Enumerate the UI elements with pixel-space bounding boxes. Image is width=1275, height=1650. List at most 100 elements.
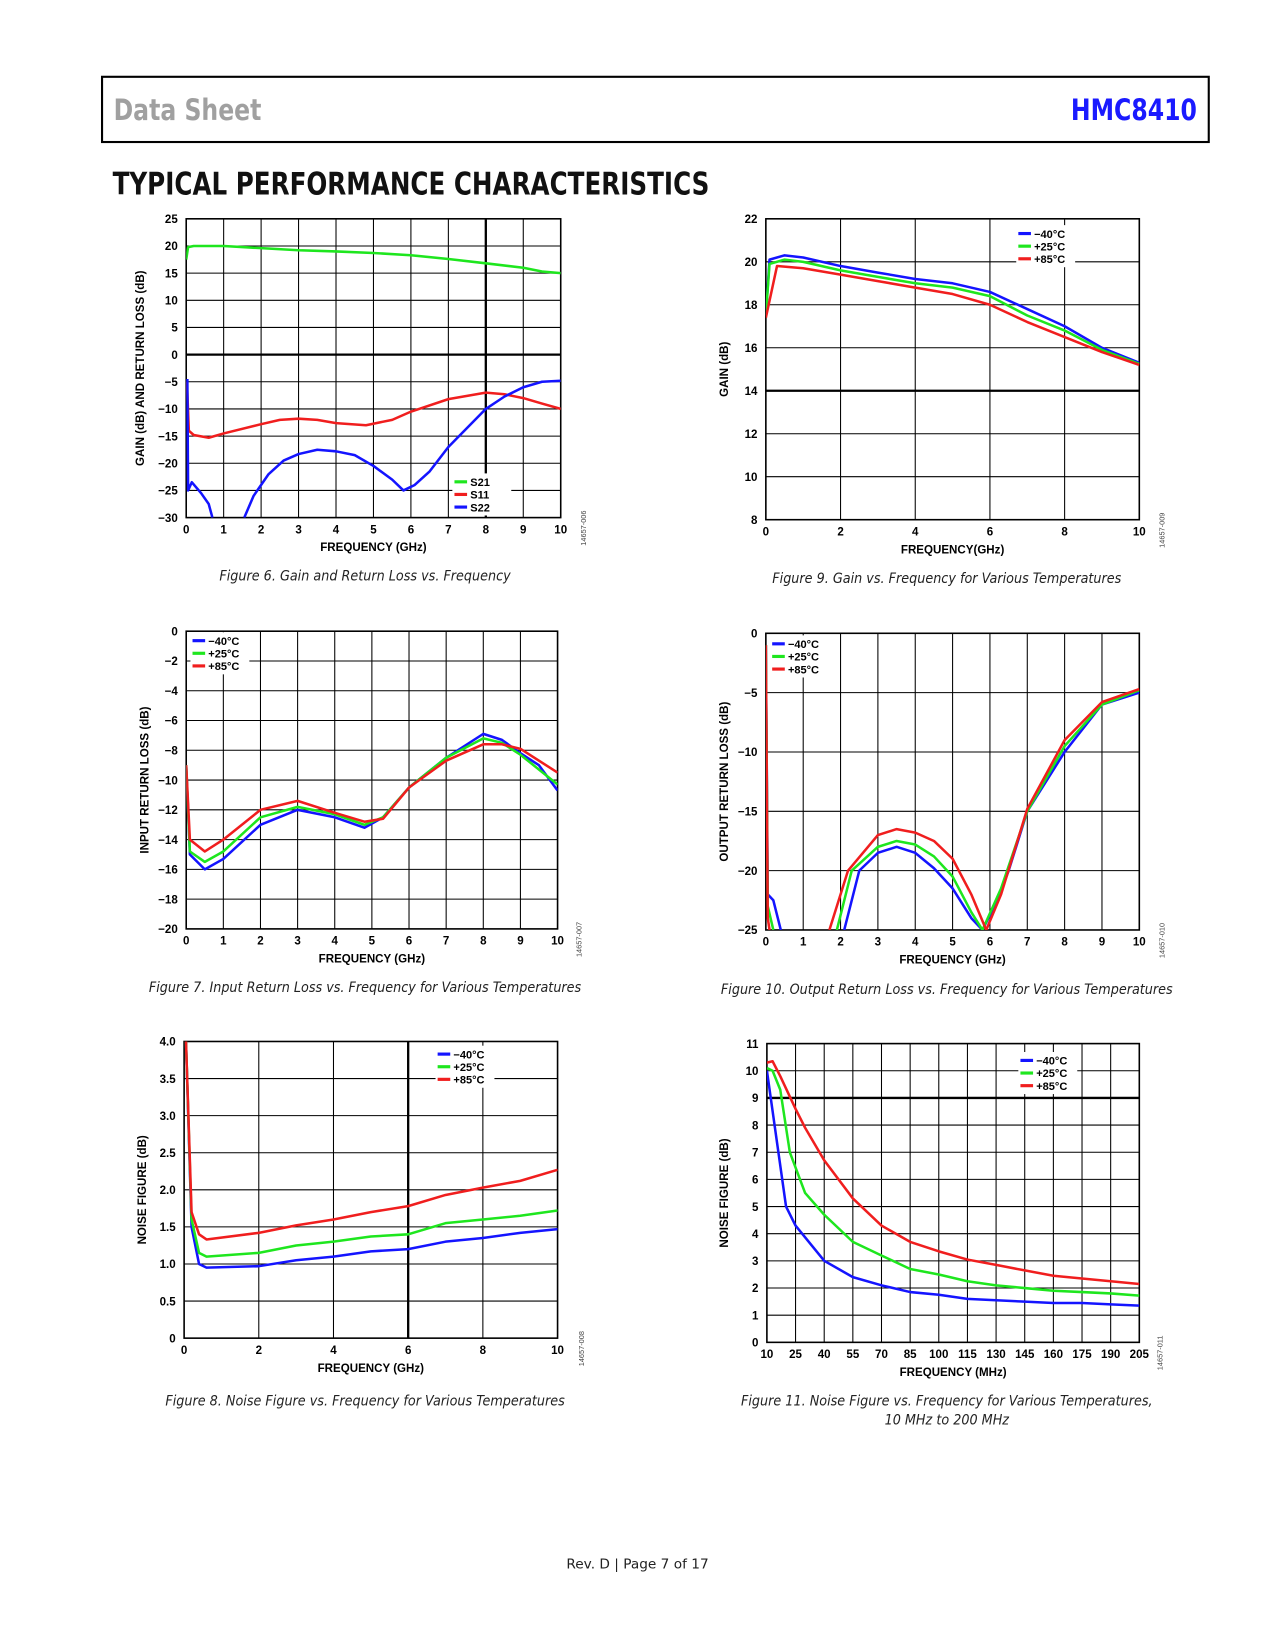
chart-figure-10: 0 1 2 3 4 5 6 7 8 9 10 −25 −20 −15 −10 −5 0 FREQUENCY (GH… bbox=[719, 629, 1167, 967]
y-tick-label: −15 bbox=[158, 431, 178, 443]
x-tick-label: 160 bbox=[1044, 1349, 1063, 1361]
x-tick-label: 10 bbox=[551, 1345, 564, 1357]
legend-label: +25°C bbox=[1034, 241, 1065, 253]
x-tick-label: 8 bbox=[483, 524, 490, 536]
x-tick-label: 145 bbox=[1015, 1349, 1035, 1361]
y-tick-label: 0.5 bbox=[160, 1296, 177, 1308]
y-axis-title: NOISE FIGURE (dB) bbox=[137, 1135, 149, 1244]
x-tick-label: 8 bbox=[1061, 526, 1068, 538]
x-tick-label: 40 bbox=[818, 1349, 831, 1361]
figure-7-caption: Figure 7. Input Return Loss vs. Frequenc… bbox=[148, 979, 582, 997]
x-tick-label: 8 bbox=[480, 1345, 487, 1357]
page-header: Data Sheet HMC8410 bbox=[100, 75, 1210, 144]
y-tick-label: −5 bbox=[744, 688, 758, 700]
figure-11-caption-line2: 10 MHz to 200 MHz bbox=[884, 1411, 1010, 1429]
legend: −40°C+25°C+85°C bbox=[1016, 225, 1076, 268]
header-part-number: HMC8410 bbox=[1071, 92, 1198, 128]
y-tick-label: −15 bbox=[738, 807, 758, 819]
y-tick-label: −30 bbox=[158, 513, 178, 525]
series-line-25c bbox=[184, 1041, 558, 1258]
legend-label: S22 bbox=[470, 502, 490, 514]
legend-label: +85°C bbox=[208, 661, 239, 673]
legend-label: +25°C bbox=[208, 649, 239, 661]
y-axis-title: GAIN (dB) bbox=[719, 341, 731, 396]
plot-frame bbox=[183, 1040, 559, 1339]
y-tick-label: 20 bbox=[745, 257, 758, 269]
y-tick-label: 18 bbox=[745, 300, 758, 312]
x-tick-label: 8 bbox=[480, 936, 487, 948]
y-tick-label: 10 bbox=[745, 472, 758, 484]
y-tick-label: 22 bbox=[745, 214, 758, 226]
y-tick-label: −25 bbox=[158, 486, 178, 498]
legend: −40°C+25°C+85°C bbox=[190, 632, 250, 675]
y-tick-label: 2.5 bbox=[160, 1148, 177, 1160]
y-tick-label: −5 bbox=[165, 377, 179, 389]
x-tick-label: 3 bbox=[875, 937, 882, 949]
y-tick-label: 4 bbox=[752, 1229, 759, 1241]
figure-9-caption: Figure 9. Gain vs. Frequency for Various… bbox=[772, 570, 1122, 588]
x-tick-label: 55 bbox=[846, 1349, 859, 1361]
x-tick-label: 2 bbox=[837, 937, 843, 949]
x-tick-label: 10 bbox=[551, 936, 564, 948]
x-tick-label: 3 bbox=[294, 936, 301, 948]
series-line-40c bbox=[184, 1041, 558, 1269]
legend-label: S11 bbox=[470, 490, 489, 502]
series-line-s21 bbox=[186, 244, 561, 275]
figure-10-caption: Figure 10. Output Return Loss vs. Freque… bbox=[720, 981, 1173, 999]
x-tick-label: 0 bbox=[183, 936, 189, 948]
legend: −40°C+25°C+85°C bbox=[1018, 1052, 1078, 1095]
x-tick-label: 70 bbox=[875, 1349, 888, 1361]
series-line-85c bbox=[765, 264, 1140, 367]
x-tick-label: 2 bbox=[258, 524, 264, 536]
y-tick-label: −10 bbox=[158, 404, 178, 416]
series-line-85c bbox=[184, 1041, 558, 1241]
x-tick-label: 0 bbox=[181, 1345, 187, 1357]
legend-label: −40°C bbox=[208, 636, 239, 648]
series-line-25c bbox=[186, 737, 558, 864]
y-tick-label: 8 bbox=[752, 1120, 759, 1132]
x-axis-title: FREQUENCY (GHz) bbox=[318, 1363, 425, 1375]
figure-id: 14657-009 bbox=[1158, 513, 1167, 548]
series-line-s11 bbox=[186, 381, 561, 439]
x-tick-label: 1 bbox=[800, 937, 807, 949]
x-tick-label: 4 bbox=[912, 526, 919, 538]
y-tick-label: 7 bbox=[752, 1147, 758, 1159]
figure-id: 14657-008 bbox=[577, 1331, 586, 1366]
x-tick-label: 25 bbox=[789, 1349, 802, 1361]
x-tick-label: 115 bbox=[958, 1349, 977, 1361]
y-tick-label: 3.0 bbox=[160, 1111, 176, 1123]
x-tick-label: 5 bbox=[949, 937, 956, 949]
legend-label: +85°C bbox=[1036, 1081, 1067, 1093]
plot-frame bbox=[185, 218, 562, 519]
y-tick-label: −16 bbox=[158, 865, 178, 877]
x-tick-label: 4 bbox=[912, 937, 919, 949]
legend: −40°C+25°C+85°C bbox=[435, 1045, 495, 1088]
x-axis-title: FREQUENCY (GHz) bbox=[320, 542, 427, 554]
y-tick-label: 10 bbox=[746, 1066, 759, 1078]
y-tick-label: −18 bbox=[158, 894, 178, 906]
figure-id: 14657-011 bbox=[1155, 1336, 1164, 1371]
y-tick-label: 0 bbox=[171, 626, 177, 638]
y-tick-label: 0 bbox=[171, 350, 177, 362]
x-axis-title: FREQUENCY (GHz) bbox=[899, 955, 1006, 967]
figure-id: 14657-007 bbox=[575, 922, 584, 957]
series-line-s22 bbox=[186, 379, 561, 518]
y-tick-label: −25 bbox=[738, 925, 758, 937]
x-tick-label: 1 bbox=[220, 524, 227, 536]
x-tick-label: 0 bbox=[763, 526, 769, 538]
y-tick-label: 15 bbox=[165, 268, 178, 280]
series-line-85c bbox=[765, 645, 1140, 930]
series-line-85c bbox=[766, 1059, 1140, 1286]
legend-label: S21 bbox=[470, 477, 490, 489]
x-tick-label: 4 bbox=[333, 524, 340, 536]
y-tick-label: 5 bbox=[171, 323, 178, 335]
series-line-25c bbox=[765, 258, 1140, 366]
y-tick-label: 16 bbox=[745, 343, 758, 355]
x-tick-label: 190 bbox=[1101, 1349, 1120, 1361]
x-tick-label: 7 bbox=[445, 524, 451, 536]
y-tick-label: 14 bbox=[745, 386, 758, 398]
legend-label: +85°C bbox=[1034, 254, 1065, 266]
x-tick-label: 205 bbox=[1130, 1349, 1150, 1361]
